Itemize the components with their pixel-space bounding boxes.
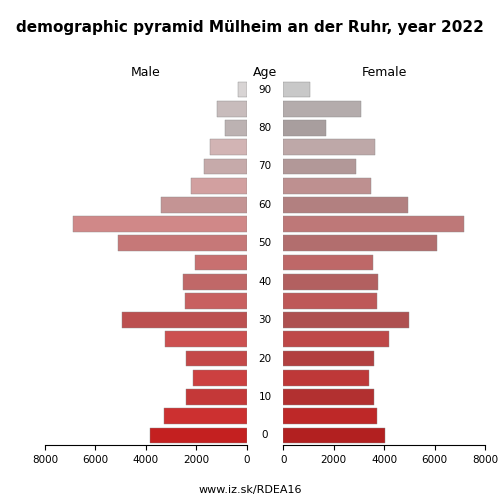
Bar [283,216,464,232]
Bar [283,274,378,289]
Bar [283,158,356,174]
Text: 90: 90 [258,84,272,94]
Title: Age: Age [253,66,277,79]
Text: 80: 80 [258,123,272,133]
Bar [186,389,247,405]
Text: demographic pyramid Mülheim an der Ruhr, year 2022: demographic pyramid Mülheim an der Ruhr,… [16,20,484,35]
Bar [283,101,362,116]
Bar [186,350,247,366]
Bar [118,236,247,251]
Bar [192,178,247,194]
Bar [283,120,326,136]
Bar [283,332,389,347]
Bar [164,408,247,424]
Bar [283,408,376,424]
Bar [204,158,247,174]
Bar [210,140,247,155]
Title: Female: Female [362,66,407,79]
Text: 70: 70 [258,162,272,172]
Bar [73,216,247,232]
Bar [283,140,376,155]
Bar [122,312,247,328]
Bar [283,236,437,251]
Text: 60: 60 [258,200,272,210]
Bar [182,274,247,289]
Bar [283,82,310,98]
Bar [238,82,247,98]
Bar [192,370,247,386]
Bar [283,293,376,309]
Bar [150,428,247,444]
Bar [161,197,247,212]
Text: 40: 40 [258,276,272,286]
Text: www.iz.sk/RDEA16: www.iz.sk/RDEA16 [198,485,302,495]
Bar [195,254,247,270]
Bar [226,120,247,136]
Bar [283,389,374,405]
Bar [283,254,372,270]
Bar [216,101,247,116]
Bar [283,428,386,444]
Text: 0: 0 [262,430,268,440]
Bar [283,350,374,366]
Text: 20: 20 [258,354,272,364]
Title: Male: Male [131,66,161,79]
Bar [283,312,410,328]
Text: 30: 30 [258,315,272,325]
Text: 10: 10 [258,392,272,402]
Bar [283,178,372,194]
Text: 50: 50 [258,238,272,248]
Bar [283,370,369,386]
Bar [283,197,408,212]
Bar [185,293,247,309]
Bar [165,332,247,347]
